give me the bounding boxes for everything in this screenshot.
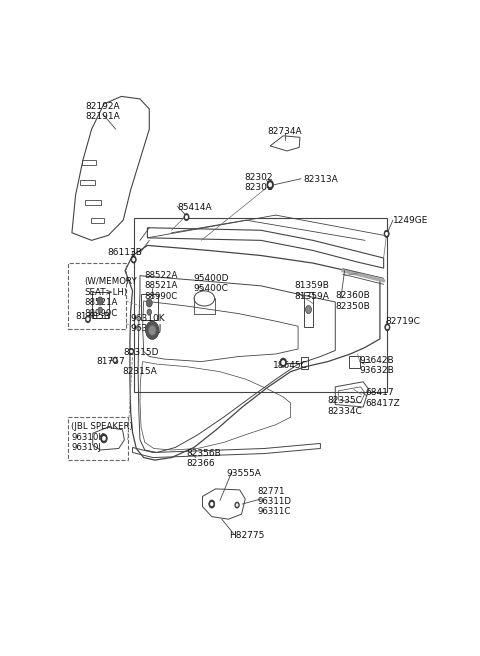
Circle shape bbox=[384, 230, 389, 237]
Text: 82315A: 82315A bbox=[122, 367, 157, 376]
Text: 82192A
82191A: 82192A 82191A bbox=[85, 102, 120, 121]
Circle shape bbox=[98, 307, 102, 313]
Text: 95400D
95400C: 95400D 95400C bbox=[193, 274, 228, 293]
Text: 82315D: 82315D bbox=[123, 348, 159, 357]
Bar bbox=[349, 356, 360, 367]
Text: 96310K
96310J: 96310K 96310J bbox=[130, 314, 165, 333]
Bar bbox=[85, 200, 101, 205]
Bar bbox=[81, 180, 95, 185]
Text: 82335C
82334C: 82335C 82334C bbox=[327, 396, 362, 416]
Text: 85414A: 85414A bbox=[177, 203, 212, 212]
Bar bbox=[301, 357, 309, 369]
Text: H82775: H82775 bbox=[229, 531, 264, 541]
Bar bbox=[68, 417, 128, 460]
Circle shape bbox=[102, 436, 106, 440]
Circle shape bbox=[305, 306, 312, 314]
Text: 81359B
81359A: 81359B 81359A bbox=[294, 281, 329, 300]
Text: 18645C: 18645C bbox=[273, 361, 308, 370]
Circle shape bbox=[235, 502, 240, 508]
Circle shape bbox=[385, 232, 388, 236]
Bar bbox=[92, 293, 109, 318]
Bar bbox=[82, 159, 96, 165]
Circle shape bbox=[385, 323, 390, 331]
Circle shape bbox=[236, 504, 238, 506]
Text: 81757: 81757 bbox=[96, 357, 125, 366]
Circle shape bbox=[267, 180, 274, 190]
Text: 82356B
82366: 82356B 82366 bbox=[186, 449, 221, 468]
Text: 82360B
82350B: 82360B 82350B bbox=[335, 291, 370, 311]
Text: (W/MEMORY
SEAT>LH)
88521A
88990C: (W/MEMORY SEAT>LH) 88521A 88990C bbox=[84, 277, 137, 318]
Bar bbox=[91, 218, 104, 222]
Text: 82734A: 82734A bbox=[268, 127, 302, 136]
Circle shape bbox=[209, 500, 215, 508]
Circle shape bbox=[147, 309, 152, 315]
Circle shape bbox=[85, 316, 91, 323]
Text: 93642B
93632B: 93642B 93632B bbox=[360, 356, 394, 375]
Text: 82771
96311D
96311C: 82771 96311D 96311C bbox=[257, 487, 291, 516]
Bar bbox=[134, 218, 387, 392]
Text: 81385B: 81385B bbox=[75, 312, 110, 321]
Text: 1249GE: 1249GE bbox=[393, 216, 428, 224]
Circle shape bbox=[148, 325, 156, 335]
Text: 88522A
88521A
88990C: 88522A 88521A 88990C bbox=[145, 271, 178, 300]
Circle shape bbox=[269, 183, 272, 187]
Circle shape bbox=[386, 325, 388, 329]
Circle shape bbox=[210, 502, 213, 506]
Circle shape bbox=[97, 297, 103, 305]
Circle shape bbox=[146, 299, 152, 307]
Circle shape bbox=[114, 359, 116, 361]
Circle shape bbox=[129, 348, 133, 354]
Bar bbox=[68, 263, 126, 329]
Circle shape bbox=[184, 214, 189, 220]
Text: 93555A: 93555A bbox=[227, 469, 262, 478]
Circle shape bbox=[145, 321, 159, 339]
Circle shape bbox=[282, 361, 285, 365]
Circle shape bbox=[113, 357, 117, 363]
Text: (JBL SPEAKER)
96310K
96310J: (JBL SPEAKER) 96310K 96310J bbox=[71, 422, 133, 452]
Circle shape bbox=[132, 258, 135, 261]
Text: 82719C: 82719C bbox=[385, 317, 420, 325]
Text: 82302
82301: 82302 82301 bbox=[245, 173, 273, 192]
Bar bbox=[141, 295, 158, 319]
Circle shape bbox=[100, 434, 107, 443]
Text: 68417
68417Z: 68417 68417Z bbox=[365, 388, 400, 407]
Circle shape bbox=[280, 358, 287, 367]
Text: 86113B: 86113B bbox=[108, 249, 143, 258]
Circle shape bbox=[185, 216, 188, 218]
Circle shape bbox=[131, 350, 132, 353]
Circle shape bbox=[87, 318, 89, 321]
Circle shape bbox=[131, 256, 136, 263]
Text: 82313A: 82313A bbox=[304, 175, 338, 184]
